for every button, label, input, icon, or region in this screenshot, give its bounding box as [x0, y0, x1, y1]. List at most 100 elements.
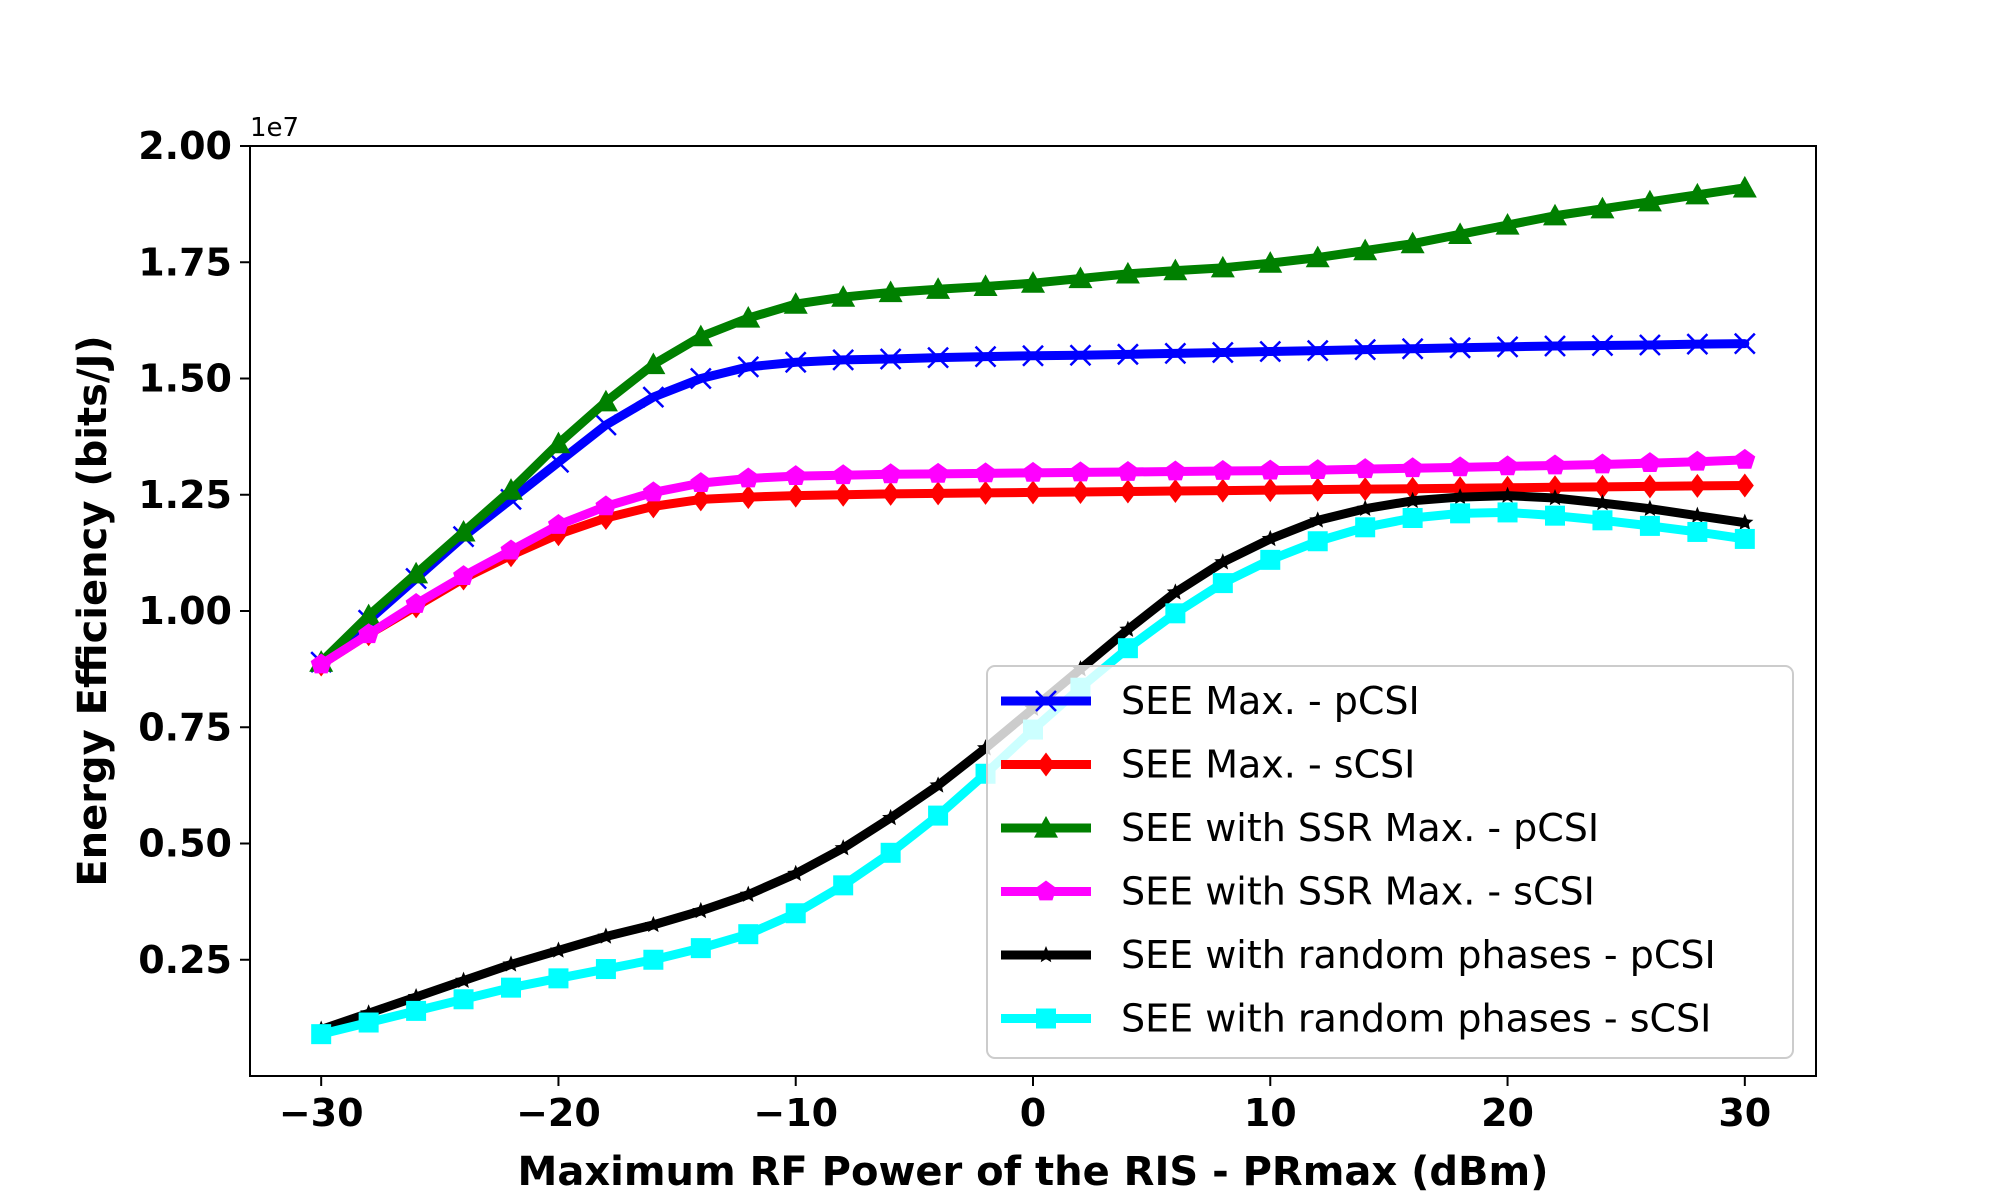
data-point: [927, 462, 949, 483]
data-point: [501, 977, 521, 998]
data-point: [1036, 1008, 1056, 1029]
data-point: [1732, 175, 1757, 198]
legend-item: SEE with random phases - sCSI: [1001, 997, 1711, 1041]
data-point: [1688, 506, 1706, 523]
y-axis-label: Energy Efficiency (bits/J): [70, 335, 116, 886]
data-point: [783, 292, 808, 314]
data-point: [1166, 583, 1184, 600]
data-point: [1117, 460, 1139, 481]
series-layer: [309, 175, 1757, 1045]
data-point: [1400, 231, 1425, 254]
data-point: [1035, 880, 1057, 901]
data-point: [1735, 473, 1754, 498]
data-point: [692, 901, 710, 919]
data-point: [1307, 459, 1329, 480]
data-point: [973, 274, 998, 297]
data-point: [1687, 521, 1708, 542]
data-point: [1309, 511, 1327, 528]
data-point: [1449, 456, 1471, 477]
data-point: [689, 367, 712, 390]
data-point: [404, 561, 429, 584]
legend-label: SEE with SSR Max. - sCSI: [1121, 870, 1595, 914]
data-point: [831, 285, 856, 307]
data-point: [1639, 452, 1661, 473]
data-point: [1593, 494, 1612, 511]
data-point: [688, 324, 713, 347]
data-point: [1306, 339, 1329, 362]
data-point: [1403, 476, 1422, 501]
data-point: [1211, 341, 1234, 364]
data-point: [881, 481, 900, 506]
data-point: [358, 623, 380, 644]
data-point: [595, 959, 616, 980]
data-point: [1736, 513, 1754, 530]
data-point: [1356, 477, 1375, 502]
data-point: [880, 842, 901, 863]
data-point: [1639, 334, 1661, 356]
legend-label: SEE with SSR Max. - pCSI: [1121, 806, 1599, 850]
data-point: [454, 971, 473, 988]
legend-label: SEE Max. - pCSI: [1121, 679, 1420, 723]
x-tick-label: 0: [1020, 1091, 1046, 1135]
legend-label: SEE Max. - sCSI: [1121, 743, 1415, 787]
data-point: [1401, 337, 1424, 360]
data-point: [406, 1000, 427, 1021]
data-point: [1355, 517, 1376, 538]
x-tick-label: −10: [753, 1091, 838, 1135]
x-tick-label: 10: [1244, 1091, 1297, 1135]
y-tick-label: 1.00: [138, 589, 232, 633]
data-point: [1068, 266, 1093, 289]
data-point: [1448, 222, 1473, 244]
data-point: [1024, 480, 1042, 505]
legend-box: [986, 665, 1794, 1059]
data-point: [1305, 245, 1330, 268]
legend-label: SEE with random phases - sCSI: [1121, 997, 1711, 1041]
data-point: [1591, 334, 1614, 357]
data-point: [785, 903, 806, 924]
data-point: [549, 941, 568, 958]
y-axis: 0.25 0.50 0.75 1.00 1.25 1.50 1.75 2.00: [138, 124, 250, 982]
data-point: [1259, 340, 1282, 363]
legend-item: SEE with SSR Max. - pCSI: [1001, 806, 1599, 850]
data-point: [927, 346, 949, 369]
data-point: [1402, 457, 1424, 478]
data-point: [784, 351, 807, 374]
data-point: [928, 805, 949, 826]
data-point: [1450, 503, 1471, 524]
data-point: [1592, 510, 1613, 531]
data-point: [1034, 816, 1058, 838]
data-point: [975, 462, 997, 483]
data-point: [595, 495, 617, 516]
data-point: [1119, 620, 1137, 637]
data-point: [1734, 528, 1755, 549]
data-point: [643, 949, 664, 970]
legend-item: SEE Max. - pCSI: [1001, 679, 1420, 723]
data-point: [356, 603, 381, 626]
data-point: [1734, 448, 1756, 469]
legend-item: SEE Max. - sCSI: [1001, 743, 1415, 787]
data-point: [1259, 459, 1281, 480]
series-3: [309, 175, 1757, 672]
data-point: [833, 875, 854, 896]
data-point: [1117, 343, 1139, 366]
data-point: [1308, 477, 1327, 502]
data-point: [1353, 238, 1378, 261]
data-point: [832, 349, 855, 371]
data-point: [1210, 255, 1235, 278]
data-point: [926, 277, 951, 299]
data-point: [1497, 455, 1519, 476]
data-point: [1258, 251, 1283, 273]
data-point: [1213, 478, 1232, 503]
data-point: [1354, 458, 1376, 479]
data-point: [358, 1012, 379, 1033]
data-point: [1022, 344, 1044, 367]
x-tick-label: 30: [1718, 1091, 1771, 1135]
data-point: [878, 280, 903, 303]
data-point: [1545, 505, 1565, 526]
data-point: [1037, 752, 1055, 777]
data-point: [1495, 213, 1520, 235]
y-offset-label: 1e7: [250, 113, 299, 143]
data-point: [1688, 473, 1707, 498]
y-tick-label: 0.25: [138, 938, 232, 982]
legend-label: SEE with random phases - pCSI: [1121, 933, 1716, 977]
